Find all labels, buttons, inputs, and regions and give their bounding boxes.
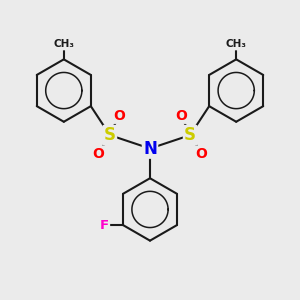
Text: O: O bbox=[175, 109, 187, 123]
Text: O: O bbox=[93, 147, 104, 160]
Text: S: S bbox=[104, 126, 116, 144]
Text: F: F bbox=[100, 218, 109, 232]
Text: N: N bbox=[143, 140, 157, 158]
Text: O: O bbox=[113, 109, 125, 123]
Text: CH₃: CH₃ bbox=[226, 40, 247, 50]
Text: S: S bbox=[184, 126, 196, 144]
Text: CH₃: CH₃ bbox=[53, 40, 74, 50]
Text: O: O bbox=[196, 147, 207, 160]
